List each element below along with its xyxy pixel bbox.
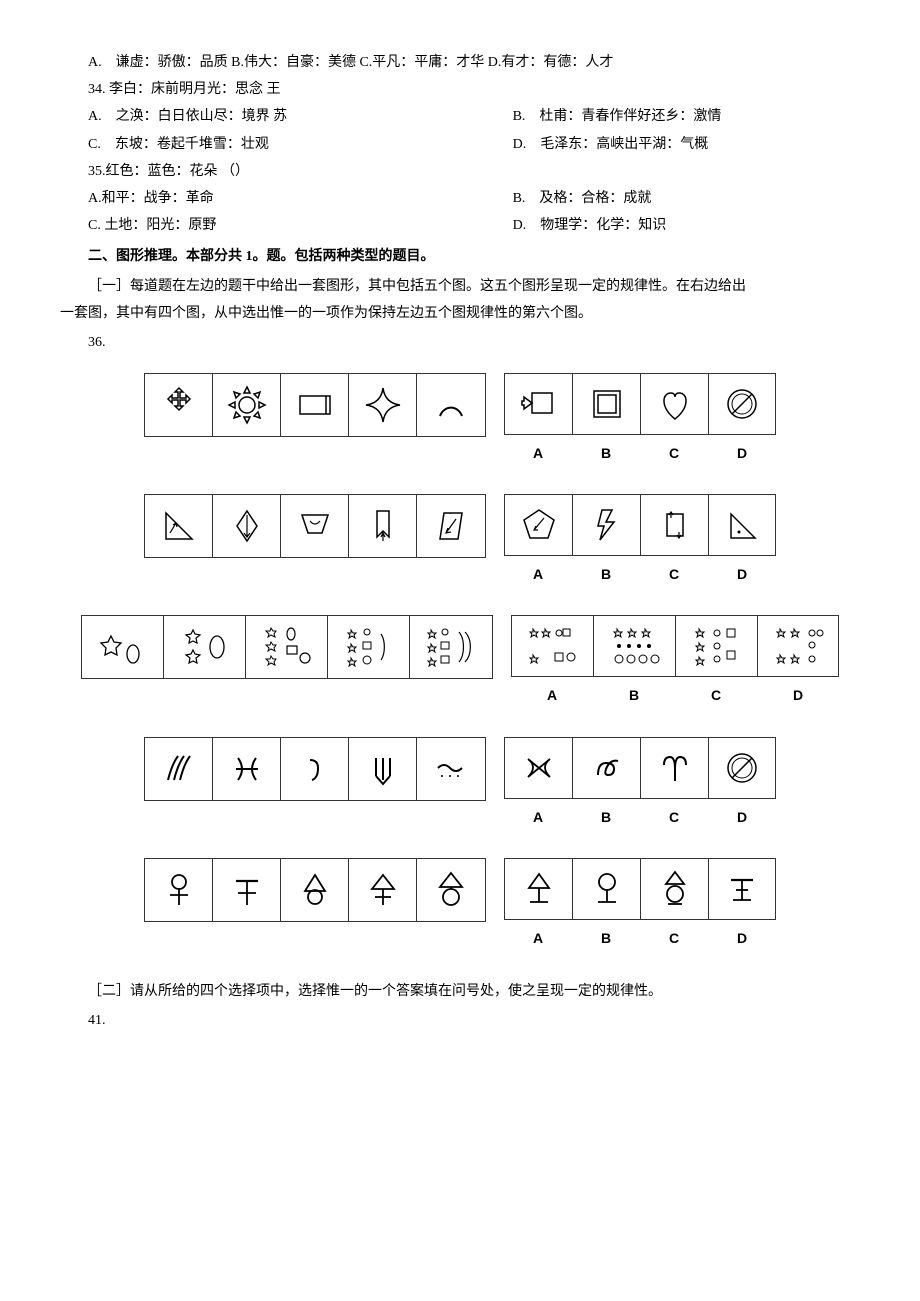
label-c: C (711, 683, 721, 708)
sun-icon (224, 382, 270, 428)
cross-arrows-icon (156, 382, 202, 428)
section2-header: 二、图形推理。本部分共 1。题。包括两种类型的题目。 (60, 244, 860, 269)
puzzle5-sequence (144, 858, 486, 922)
q36-number: 36. (88, 330, 860, 355)
ans3b-icon (605, 621, 665, 671)
bookmark-arrow-icon (360, 503, 406, 549)
down-arrows-icon (360, 746, 406, 792)
label-d: D (793, 683, 803, 708)
star-oval-1-icon (93, 622, 153, 672)
ans3d-icon (768, 621, 828, 671)
puzzle-row-3: A B C D (60, 615, 860, 708)
label-a: A (533, 562, 543, 587)
trapezoid-arrow-icon (292, 503, 338, 549)
bowtie-icon (516, 745, 562, 791)
loop-icon (584, 745, 630, 791)
four-point-star-icon (360, 382, 406, 428)
puzzle-row-4: A B C D (60, 737, 860, 830)
label-c: C (669, 805, 679, 830)
label-b: B (601, 926, 611, 951)
arch-icon (428, 382, 474, 428)
heart-icon (652, 381, 698, 427)
label-c: C (669, 926, 679, 951)
puzzle1-sequence (144, 373, 486, 437)
slashes-icon (156, 746, 202, 792)
section2-instruction2: ［二］请从所给的四个选择项中，选择惟一的一个答案填在问号处，使之呈现一定的规律性… (60, 979, 860, 1004)
lightning-icon (584, 502, 630, 548)
label-d: D (737, 562, 747, 587)
puzzle-row-5: A B C D (60, 858, 860, 951)
label-d: D (737, 805, 747, 830)
q34-opt-d: D. 毛泽东：高峡出平湖：气概 (513, 132, 860, 157)
puzzle-row-1: A B C D (60, 373, 860, 466)
gate-arrows-icon (652, 502, 698, 548)
label-b: B (601, 441, 611, 466)
q41-number: 41. (88, 1008, 860, 1033)
aries-icon (652, 745, 698, 791)
triangle-circle-icon (292, 867, 338, 913)
circle-slash-icon (719, 381, 765, 427)
q35-opt-a: A.和平：战争：革命 (88, 186, 513, 211)
label-c: C (669, 562, 679, 587)
diamond-arrow-icon (224, 503, 270, 549)
section2-instruction-line1: ［一］每道题在左边的题干中给出一套图形，其中包括五个图。这五个图形呈现一定的规律… (60, 274, 860, 299)
puzzle1-answers: A B C D (504, 373, 776, 466)
puzzle-row-2: A B C D (60, 494, 860, 587)
wave-dots-icon (428, 746, 474, 792)
label-a: A (533, 441, 543, 466)
ans5b-icon (584, 866, 630, 912)
circle-cross-1-icon (156, 867, 202, 913)
label-b: B (629, 683, 639, 708)
nested-squares-icon (584, 381, 630, 427)
q34-opt-b: B. 杜甫：青春作伴好还乡：激情 (513, 104, 860, 129)
label-d: D (737, 441, 747, 466)
right-triangle-icon (719, 502, 765, 548)
label-a: A (533, 805, 543, 830)
section2-instruction-line2: 一套图，其中有四个图，从中选出惟一的一项作为保持左边五个图规律性的第六个图。 (60, 301, 860, 326)
puzzle4-sequence (144, 737, 486, 801)
rectangles-icon (292, 382, 338, 428)
parallelogram-arrow-icon (428, 503, 474, 549)
q35-opt-d: D. 物理学：化学：知识 (513, 213, 860, 238)
ans5c-icon (652, 866, 698, 912)
puzzle2-sequence (144, 494, 486, 558)
q34-stem: 34. 李白：床前明月光：思念 王 (60, 77, 860, 102)
q34-opt-c: C. 东坡：卷起千堆雪：壮观 (88, 132, 513, 157)
bar-cross-icon (224, 867, 270, 913)
label-c: C (669, 441, 679, 466)
label-b: B (601, 805, 611, 830)
pisces-icon (224, 746, 270, 792)
q35-opt-c: C. 土地：阳光：原野 (88, 213, 513, 238)
pentagon-arrow-icon (516, 502, 562, 548)
triangle-circle-2-icon (428, 867, 474, 913)
q35-stem: 35.红色：蓝色：花朵 （） (60, 159, 860, 184)
label-a: A (547, 683, 557, 708)
ans3c-icon (687, 621, 747, 671)
puzzle2-answers: A B C D (504, 494, 776, 587)
stars-shapes-3-icon (257, 622, 317, 672)
ans3a-icon (523, 621, 583, 671)
label-d: D (737, 926, 747, 951)
star-oval-2-icon (175, 622, 235, 672)
label-a: A (533, 926, 543, 951)
triangle-arrow-icon (156, 503, 202, 549)
ans5a-icon (516, 866, 562, 912)
q34-opt-a: A. 之涣：白日依山尽：境界 苏 (88, 104, 513, 129)
no-circle-icon (719, 745, 765, 791)
puzzle4-answers: A B C D (504, 737, 776, 830)
hook-icon (292, 746, 338, 792)
q33-options: A. 谦虚：骄傲：品质 B.伟大：自豪：美德 C.平凡：平庸：才华 D.有才：有… (60, 50, 860, 75)
stars-shapes-5-icon (421, 622, 481, 672)
label-b: B (601, 562, 611, 587)
puzzle3-answers: A B C D (511, 615, 839, 708)
stars-shapes-4-icon (339, 622, 399, 672)
triangle-cross-icon (360, 867, 406, 913)
q35-opt-b: B. 及格：合格：成就 (513, 186, 860, 211)
ans5d-icon (719, 866, 765, 912)
puzzle3-sequence (81, 615, 493, 679)
square-arrow-icon (516, 381, 562, 427)
puzzle5-answers: A B C D (504, 858, 776, 951)
